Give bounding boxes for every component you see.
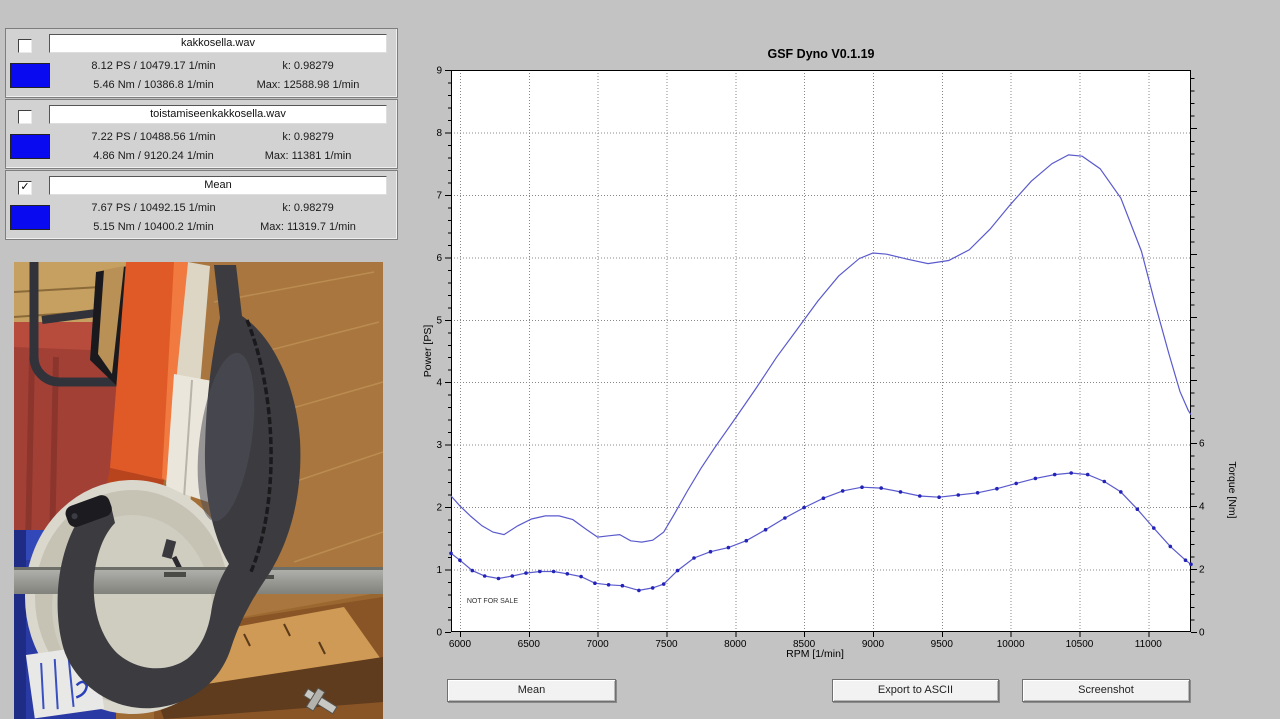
torque-curve-markers bbox=[449, 471, 1193, 593]
dyno-chart: 6000 6500 7000 7500 8000 8500 9000 9500 10000 105… bbox=[422, 47, 1238, 660]
mean-button[interactable]: Mean bbox=[447, 679, 616, 702]
run-power-peak: 7.67 PS / 10492.15 1/min bbox=[91, 202, 216, 214]
run-panel-mean: ✓ Mean 7.67 PS / 10492.15 1/min k: 0.982… bbox=[5, 170, 398, 240]
weld-seam bbox=[245, 319, 273, 575]
x-axis-label: RPM [1/min] bbox=[786, 648, 844, 660]
svg-text:6: 6 bbox=[436, 253, 442, 264]
run-max-rpm: Max: 11381 1/min bbox=[264, 150, 352, 162]
power-curve bbox=[450, 154, 1192, 543]
tick-labels: 6000 6500 7000 7500 8000 8500 9000 9500 10000 105… bbox=[436, 66, 1205, 651]
run-max-rpm: Max: 11319.7 1/min bbox=[260, 221, 356, 233]
run-k-value: k: 0.98279 bbox=[282, 60, 334, 72]
svg-text:6000: 6000 bbox=[449, 639, 472, 650]
right-axis-label: Torque [Nm] bbox=[1226, 461, 1238, 518]
svg-text:7500: 7500 bbox=[655, 639, 678, 650]
svg-text:9500: 9500 bbox=[931, 639, 954, 650]
svg-text:4: 4 bbox=[436, 378, 442, 389]
run-visibility-checkbox[interactable]: ✓ bbox=[18, 181, 32, 195]
screenshot-button[interactable]: Screenshot bbox=[1022, 679, 1190, 702]
run-torque-peak: 4.86 Nm / 9120.24 1/min bbox=[93, 150, 214, 162]
run-title-field[interactable]: kakkosella.wav bbox=[49, 34, 387, 53]
exhaust-photo-graphic bbox=[14, 262, 383, 719]
svg-text:8500: 8500 bbox=[793, 639, 816, 650]
svg-text:7: 7 bbox=[436, 190, 442, 201]
run-max-rpm: Max: 12588.98 1/min bbox=[256, 79, 360, 91]
run-title-field[interactable]: toistamiseenkakkosella.wav bbox=[49, 105, 387, 124]
svg-text:4: 4 bbox=[1199, 502, 1205, 513]
svg-text:3: 3 bbox=[436, 440, 442, 451]
svg-text:6: 6 bbox=[1199, 439, 1205, 450]
svg-text:0: 0 bbox=[1199, 628, 1205, 639]
svg-text:0: 0 bbox=[436, 628, 442, 639]
chart-title: GSF Dyno V0.1.19 bbox=[768, 47, 875, 61]
metal-bracket bbox=[303, 687, 338, 715]
run-panel-toistamiseen: toistamiseenkakkosella.wav 7.22 PS / 104… bbox=[5, 99, 398, 169]
svg-text:5: 5 bbox=[436, 315, 442, 326]
axis-ticks bbox=[445, 70, 1197, 637]
export-to-ascii-button[interactable]: Export to ASCII bbox=[832, 679, 999, 702]
axes-box bbox=[451, 70, 1191, 632]
svg-text:8000: 8000 bbox=[724, 639, 747, 650]
run-visibility-checkbox[interactable] bbox=[18, 110, 32, 124]
run-k-value: k: 0.98279 bbox=[282, 202, 334, 214]
exhaust-pipe-photo bbox=[14, 262, 383, 719]
run-color-swatch[interactable] bbox=[10, 134, 50, 159]
svg-text:7000: 7000 bbox=[586, 639, 609, 650]
svg-text:2: 2 bbox=[436, 503, 442, 514]
run-torque-peak: 5.15 Nm / 10400.2 1/min bbox=[93, 221, 214, 233]
svg-text:10500: 10500 bbox=[1066, 639, 1094, 650]
watermark: NOT FOR SALE bbox=[467, 598, 519, 605]
gridlines bbox=[451, 70, 1191, 632]
run-title-field[interactable]: Mean bbox=[49, 176, 387, 195]
run-panel-kakkosella: kakkosella.wav 8.12 PS / 10479.17 1/min … bbox=[5, 28, 398, 98]
run-power-peak: 7.22 PS / 10488.56 1/min bbox=[91, 131, 216, 143]
run-color-swatch[interactable] bbox=[10, 63, 50, 88]
pipe-clamp bbox=[65, 495, 112, 528]
run-color-swatch[interactable] bbox=[10, 205, 50, 230]
svg-text:11000: 11000 bbox=[1135, 639, 1163, 650]
run-visibility-checkbox[interactable] bbox=[18, 39, 32, 53]
run-power-peak: 8.12 PS / 10479.17 1/min bbox=[91, 60, 216, 72]
svg-text:10000: 10000 bbox=[997, 639, 1025, 650]
svg-text:8: 8 bbox=[436, 128, 442, 139]
left-axis-label: Power [PS] bbox=[422, 325, 434, 378]
svg-text:9000: 9000 bbox=[862, 639, 885, 650]
svg-text:1: 1 bbox=[436, 565, 442, 576]
run-torque-peak: 5.46 Nm / 10386.8 1/min bbox=[93, 79, 214, 91]
plot-area bbox=[451, 70, 1191, 632]
svg-text:2: 2 bbox=[1199, 565, 1205, 576]
svg-text:9: 9 bbox=[436, 66, 442, 77]
svg-text:6500: 6500 bbox=[518, 639, 541, 650]
run-k-value: k: 0.98279 bbox=[282, 131, 334, 143]
